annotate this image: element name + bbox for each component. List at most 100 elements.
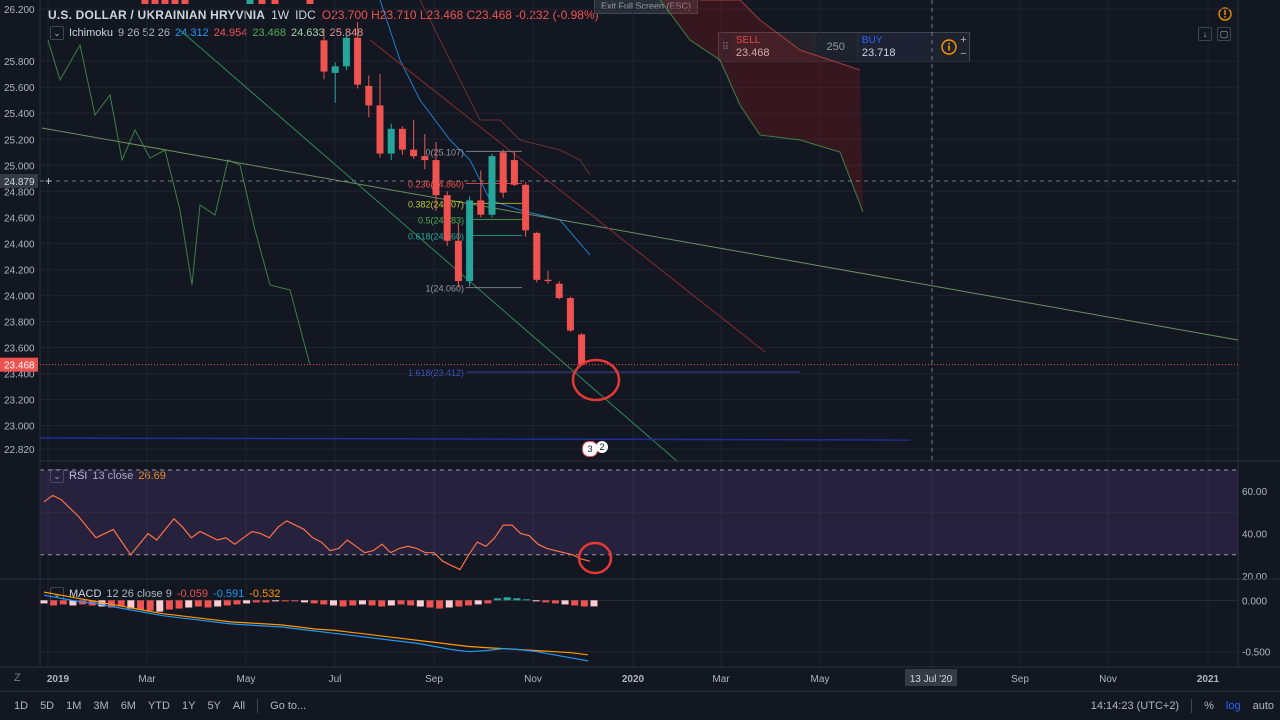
time-axis-label: 2019 [47, 674, 70, 685]
ichimoku-value-1: 24.312 [175, 27, 209, 39]
macd-line [43, 594, 589, 662]
time-axis-label: Sep [1011, 674, 1029, 685]
candle-body [141, 0, 149, 4]
macd-histogram-bar [407, 600, 415, 606]
trend-line-green [179, 29, 679, 462]
clock: 14:14:23 (UTC+2) [1090, 700, 1180, 712]
macd-histogram-bar [243, 600, 251, 604]
price-chart[interactable]: 0(25.107)0.236(24.860)0.382(24.707)0.5(2… [0, 0, 1280, 462]
time-axis-label: May [811, 674, 830, 685]
exit-fullscreen-button[interactable]: Exit Full Screen (ESC) [594, 0, 699, 14]
macd-histogram-bar [590, 600, 598, 607]
trend-line-grey [41, 127, 1239, 341]
candle-body [432, 160, 440, 196]
macd-histogram-bar [185, 600, 193, 608]
candle-body [488, 156, 496, 215]
sell-label: SELL [736, 35, 810, 46]
macd-pane[interactable]: 0.000 -0.500 [0, 580, 1280, 668]
macd-histogram-bar [214, 600, 222, 607]
candle-body [477, 200, 485, 215]
interval-label[interactable]: 1W [271, 8, 290, 22]
collapse-icon[interactable]: ⌄ [50, 26, 64, 40]
range-button-5y[interactable]: 5Y [207, 700, 221, 712]
crosshair-date-label: 13 Jul '20 [910, 674, 953, 685]
macd-histogram-bar [69, 600, 77, 606]
macd-histogram-bar [532, 600, 540, 602]
candle-body [510, 160, 518, 185]
arrow-down-icon[interactable]: ↓ [1198, 27, 1212, 41]
maximize-icon[interactable]: ▢ [1217, 27, 1231, 41]
time-axis[interactable]: 2019 Mar May Jul Sep Nov 2020 Mar May Sep Nov 2021 1… [0, 668, 1280, 691]
drag-handle-icon[interactable]: ⠿ [719, 33, 732, 61]
sell-button[interactable]: SELL 23.468 [731, 33, 814, 61]
alert-icon[interactable] [1218, 7, 1232, 26]
time-axis-label: Mar [712, 674, 730, 685]
candle-body [258, 0, 266, 4]
candle-body [387, 128, 395, 154]
rsi-y-tick: 20.00 [1242, 572, 1267, 580]
y-tick-label: 26.200 [4, 5, 35, 16]
time-axis-label: Mar [138, 674, 156, 685]
ohlc-values: O23.700 H23.710 L23.468 C23.468 -0.232 (… [321, 8, 599, 22]
buy-price: 23.718 [861, 47, 896, 59]
range-button-ytd[interactable]: YTD [147, 700, 170, 712]
event-badge-2[interactable]: 2 [596, 441, 608, 453]
macd-histogram-bar [165, 600, 173, 610]
goto-button[interactable]: Go to... [270, 700, 307, 712]
fib-level-label: 1(24.060) [425, 284, 464, 294]
bottom-toolbar: 1D 5D 1M 3M 6M YTD 1Y 5Y All Go to... 14:14:23 (… [0, 691, 1280, 720]
ichimoku-legend: ⌄ Ichimoku 9 26 52 26 24.312 24.954 23.4… [50, 26, 363, 40]
rsi-value: 26.69 [138, 470, 166, 482]
rsi-params: 13 close [92, 470, 133, 482]
last-price-label: 23.468 [4, 361, 35, 372]
range-button-1y[interactable]: 1Y [181, 700, 196, 712]
plus-icon[interactable]: + [960, 34, 967, 46]
macd-histogram-bar [272, 600, 280, 602]
range-button-3m[interactable]: 3M [93, 700, 109, 712]
y-tick-label: 23.000 [4, 422, 35, 433]
senkou-b-line [700, 0, 861, 71]
range-button-6m[interactable]: 6M [120, 700, 136, 712]
chart-legend: U.S. DOLLAR / UKRAINIAN HRYVNIA 1W IDC O… [48, 6, 599, 24]
y-tick-label: 23.600 [4, 343, 35, 354]
candle-body [354, 37, 362, 85]
event-badges[interactable]: 3 2 [582, 441, 608, 457]
range-button-all[interactable]: All [232, 700, 246, 712]
macd-histogram-bar [551, 600, 559, 604]
y-tick-label: 23.200 [4, 396, 35, 407]
quantity-field[interactable]: 250 [813, 33, 858, 61]
minus-icon[interactable]: − [960, 48, 967, 60]
symbol-title[interactable]: U.S. DOLLAR / UKRAINIAN HRYVNIA [48, 8, 266, 22]
macd-histogram-bar [301, 600, 309, 603]
y-tick-label: 25.800 [4, 57, 35, 68]
macd-histogram-bar [503, 597, 511, 601]
candle-body [376, 105, 384, 154]
rsi-legend: ⌄ RSI 13 close 26.69 [50, 469, 166, 483]
macd-name[interactable]: MACD [69, 588, 102, 600]
macd-histogram-bar [455, 600, 463, 607]
auto-toggle[interactable]: auto [1252, 700, 1274, 712]
macd-params: 12 26 close 9 [106, 588, 172, 600]
ichimoku-name[interactable]: Ichimoku [69, 27, 114, 39]
ichimoku-params: 9 26 52 26 [118, 27, 171, 39]
buy-label: BUY [861, 35, 883, 46]
z-button[interactable]: Z [14, 672, 21, 684]
range-button-5d[interactable]: 5D [40, 700, 55, 712]
log-toggle[interactable]: log [1225, 700, 1241, 712]
y-tick-label: 25.200 [4, 135, 35, 146]
candle-body [246, 0, 254, 4]
percent-toggle[interactable]: % [1204, 700, 1214, 712]
rsi-name[interactable]: RSI [69, 470, 87, 482]
range-button-1m[interactable]: 1M [66, 700, 82, 712]
candle-body [533, 232, 541, 280]
crosshair-price-label: 24.879 [4, 177, 35, 188]
candle-body [544, 279, 552, 282]
rsi-pane[interactable]: 60.00 40.00 20.00 [0, 462, 1280, 580]
info-icon[interactable] [940, 33, 958, 61]
candle-body [271, 0, 279, 4]
range-button-1d[interactable]: 1D [14, 700, 29, 712]
buy-button[interactable]: BUY 23.718 [857, 33, 940, 61]
y-tick-label: 23.800 [4, 317, 35, 328]
y-tick-label: 24.800 [4, 187, 35, 198]
macd-histogram-bar [387, 600, 395, 606]
